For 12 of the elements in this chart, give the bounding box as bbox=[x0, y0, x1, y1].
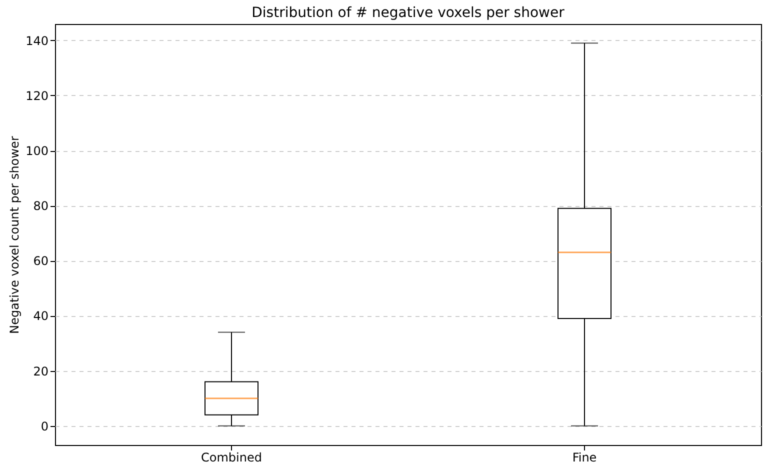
y-tick-label: 80 bbox=[33, 199, 48, 214]
x-tick-label: Fine bbox=[572, 450, 597, 464]
y-tick-label: 140 bbox=[26, 34, 48, 48]
y-tick-label: 120 bbox=[26, 88, 48, 103]
x-tick-label: Combined bbox=[201, 450, 262, 464]
y-axis-title: Negative voxel count per shower bbox=[8, 136, 22, 334]
chart-title: Distribution of # negative voxels per shower bbox=[252, 5, 565, 21]
y-tick-label: 0 bbox=[40, 419, 48, 434]
y-tick-label: 40 bbox=[33, 309, 48, 324]
y-tick-label: 60 bbox=[33, 254, 48, 268]
y-tick-label: 100 bbox=[26, 144, 48, 158]
y-tick-label: 20 bbox=[33, 364, 48, 378]
